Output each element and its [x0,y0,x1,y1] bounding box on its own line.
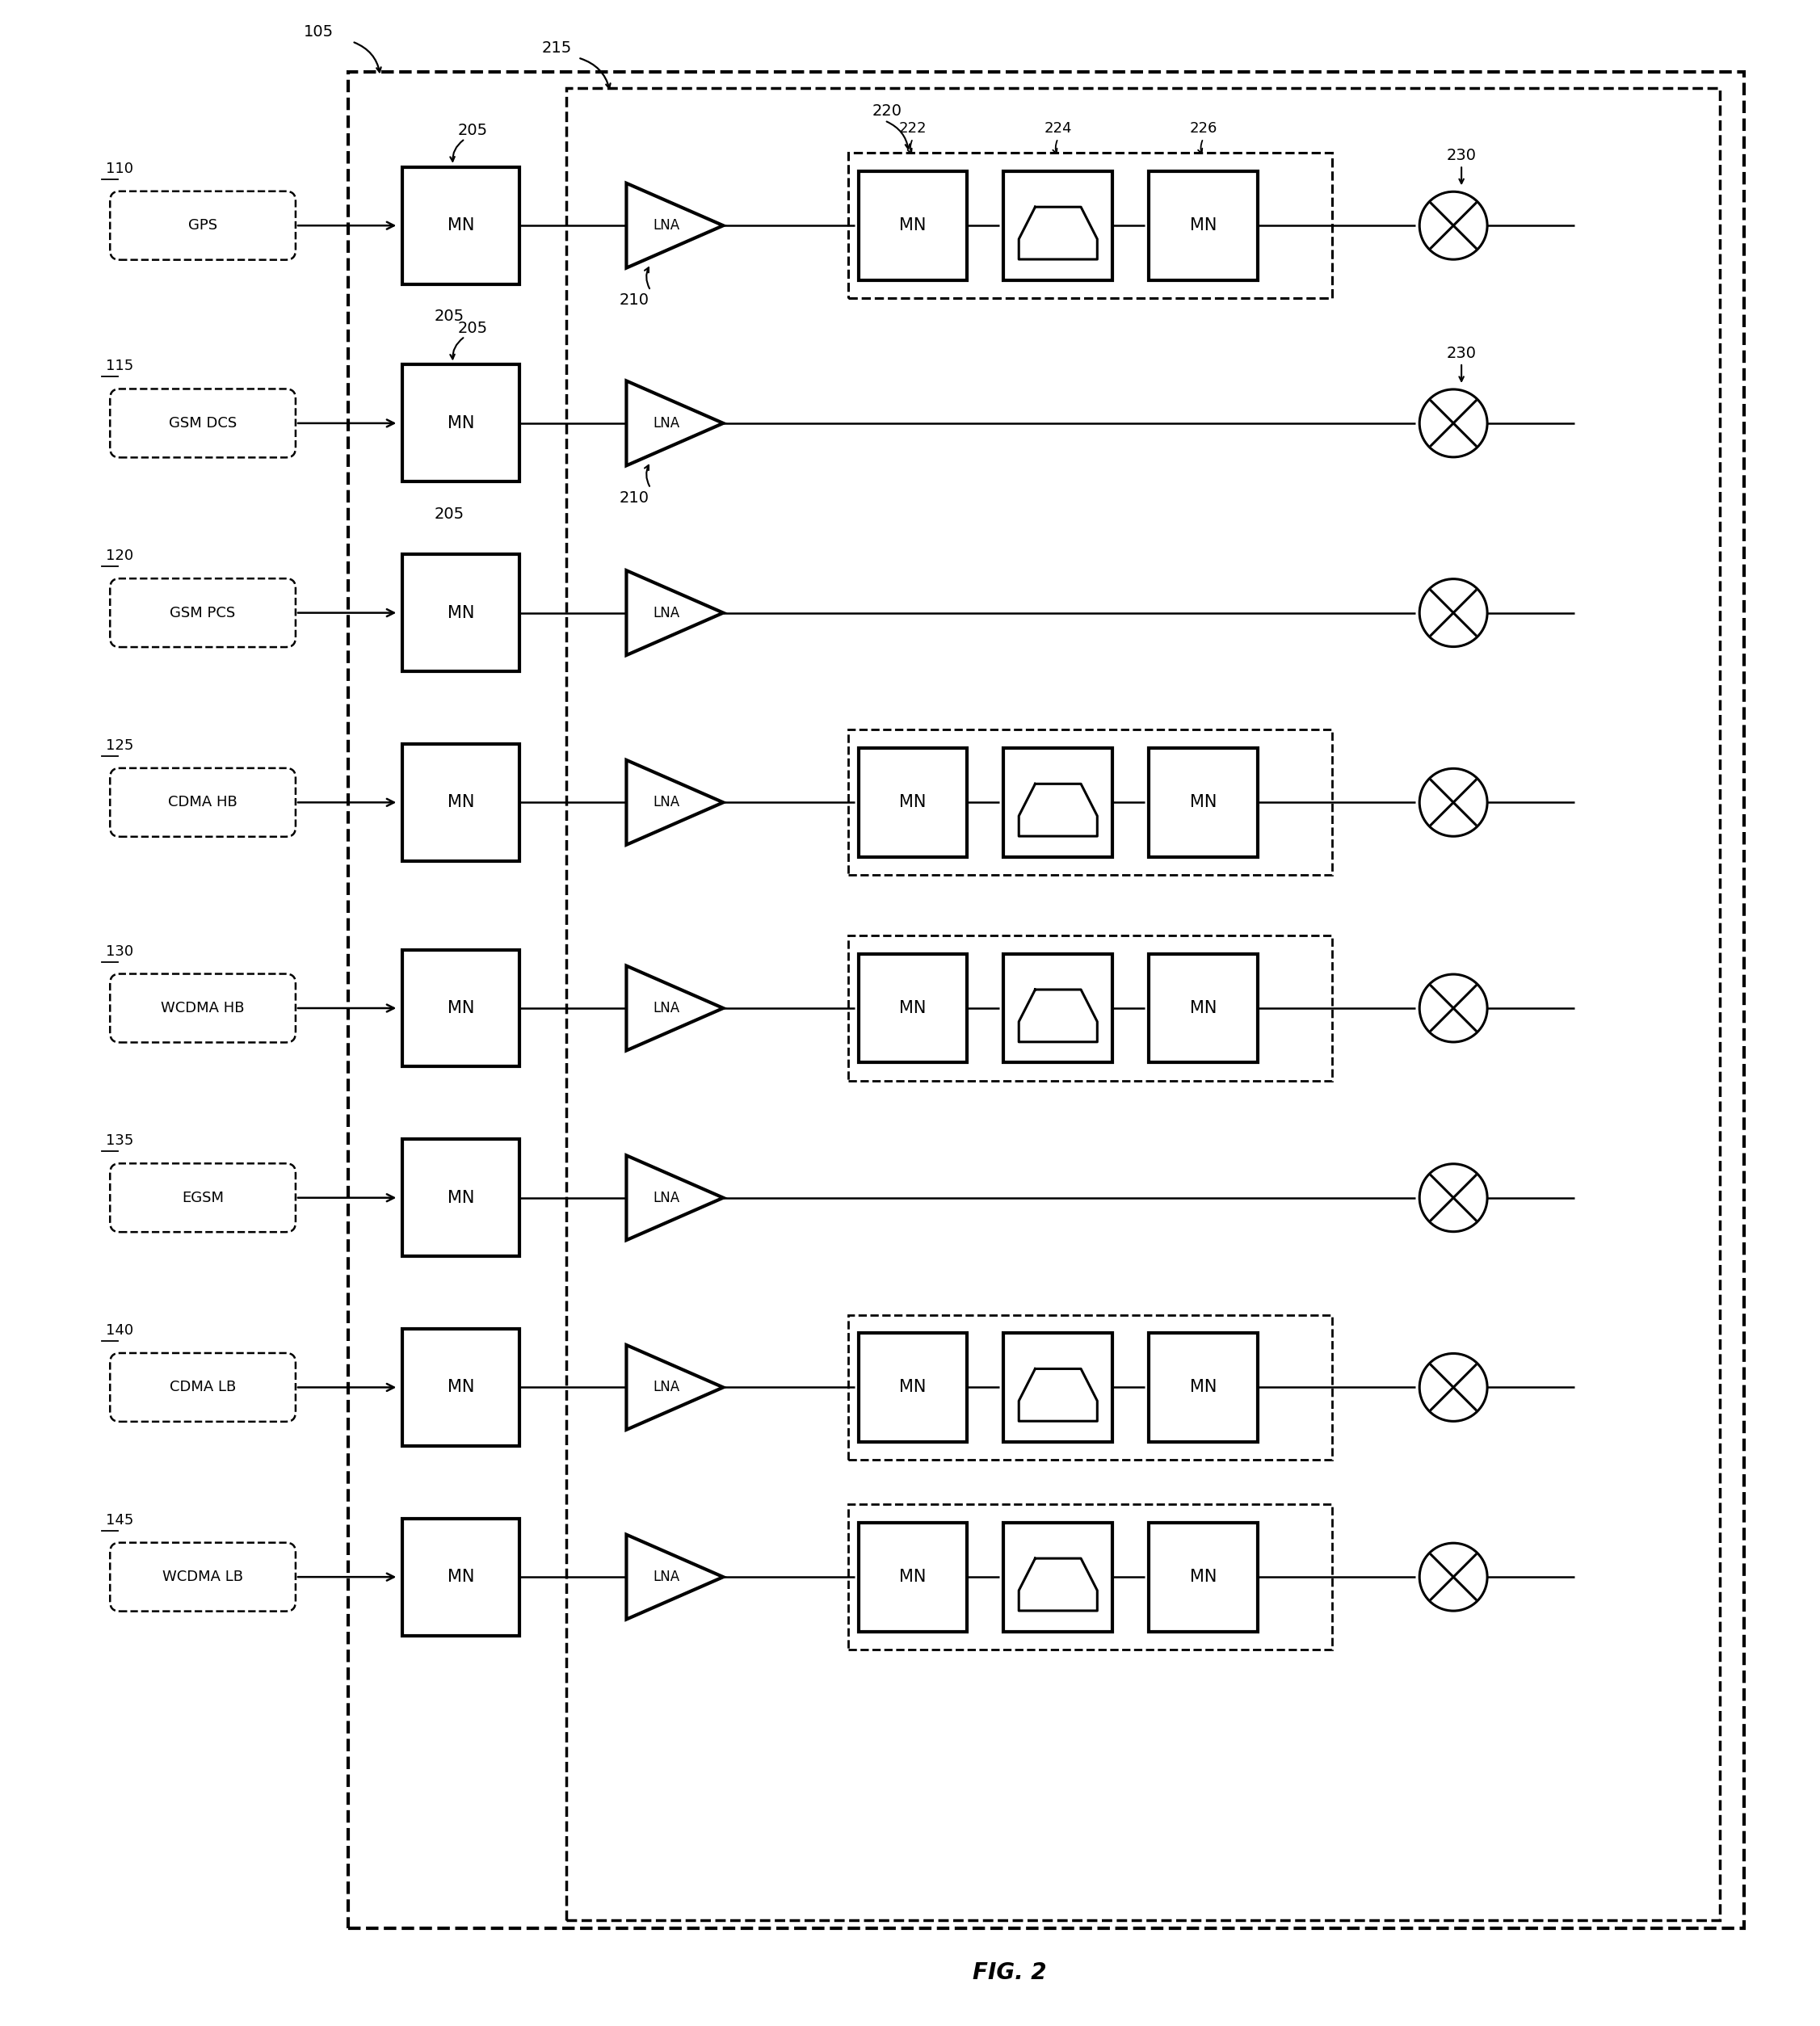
Text: MN: MN [448,415,475,432]
Polygon shape [626,1155,723,1240]
Bar [402,1329,519,1447]
Text: MN: MN [1190,1380,1218,1396]
Text: 226: 226 [1190,122,1218,136]
Text: 145: 145 [106,1513,135,1528]
Text: 115: 115 [106,359,133,373]
Text: 205: 205 [433,308,464,324]
Bar [402,365,519,482]
Text: LNA: LNA [653,1570,681,1584]
Bar [1148,748,1258,857]
Bar [848,152,1332,298]
Text: CDMA HB: CDMA HB [167,794,237,810]
Text: MN: MN [899,1568,926,1584]
Polygon shape [626,1534,723,1619]
Bar [859,1333,966,1443]
Text: MN: MN [448,217,475,233]
Bar [1148,1522,1258,1631]
Text: 230: 230 [1447,148,1476,162]
Text: GSM DCS: GSM DCS [169,415,237,430]
Bar [1003,954,1112,1062]
Bar [1148,170,1258,280]
Text: 205: 205 [433,506,464,521]
Bar [1148,954,1258,1062]
Bar [1003,170,1112,280]
Text: LNA: LNA [653,1191,681,1205]
Text: MN: MN [899,217,926,233]
Text: MN: MN [1190,217,1218,233]
Text: MN: MN [448,1380,475,1396]
Text: WCDMA LB: WCDMA LB [162,1570,244,1584]
Text: 220: 220 [872,103,903,120]
Bar [848,729,1332,875]
Bar [402,1517,519,1635]
Bar [859,1522,966,1631]
Text: MN: MN [448,1001,475,1017]
Text: 130: 130 [106,944,133,958]
Text: EGSM: EGSM [182,1191,224,1205]
Text: 105: 105 [304,24,333,41]
Text: MN: MN [448,604,475,620]
Text: 210: 210 [619,490,650,506]
Text: MN: MN [899,794,926,810]
Text: MN: MN [1190,794,1218,810]
Text: MN: MN [448,1568,475,1584]
Text: LNA: LNA [653,1001,681,1015]
Bar [402,166,519,284]
Bar [859,748,966,857]
Text: MN: MN [1190,1001,1218,1017]
Bar [1003,1333,1112,1443]
Text: MN: MN [448,1189,475,1205]
Text: 140: 140 [106,1323,133,1337]
Text: 205: 205 [459,124,488,138]
Text: MN: MN [899,1001,926,1017]
Bar [848,1315,1332,1461]
Bar [1148,1333,1258,1443]
Text: MN: MN [1190,1568,1218,1584]
Text: WCDMA HB: WCDMA HB [160,1001,244,1015]
Text: 110: 110 [106,162,133,176]
Text: 135: 135 [106,1135,135,1149]
Polygon shape [626,381,723,466]
Text: 224: 224 [1045,122,1072,136]
Bar [402,1139,519,1256]
Polygon shape [626,966,723,1051]
Bar [348,73,1744,1929]
Text: LNA: LNA [653,415,681,430]
Text: GSM PCS: GSM PCS [169,606,235,620]
Text: FIG. 2: FIG. 2 [972,1961,1046,1983]
Text: MN: MN [448,794,475,810]
Bar [1003,748,1112,857]
Polygon shape [626,571,723,654]
Text: 222: 222 [899,122,926,136]
Text: GPS: GPS [187,219,217,233]
Bar [848,1505,1332,1649]
Text: LNA: LNA [653,219,681,233]
Text: 210: 210 [619,292,650,308]
Bar [402,555,519,671]
Text: 205: 205 [459,320,488,336]
Bar [848,936,1332,1080]
Bar [859,170,966,280]
Text: LNA: LNA [653,606,681,620]
Bar [566,89,1720,1921]
Text: CDMA LB: CDMA LB [169,1380,237,1394]
Text: LNA: LNA [653,794,681,810]
Polygon shape [626,760,723,845]
Bar [1003,1522,1112,1631]
Text: 215: 215 [542,41,571,57]
Text: 120: 120 [106,549,133,563]
Polygon shape [626,182,723,267]
Text: LNA: LNA [653,1380,681,1394]
Text: MN: MN [899,1380,926,1396]
Bar [402,950,519,1066]
Text: 125: 125 [106,737,135,754]
Text: 230: 230 [1447,344,1476,361]
Polygon shape [626,1345,723,1430]
Bar [402,744,519,861]
Bar [859,954,966,1062]
